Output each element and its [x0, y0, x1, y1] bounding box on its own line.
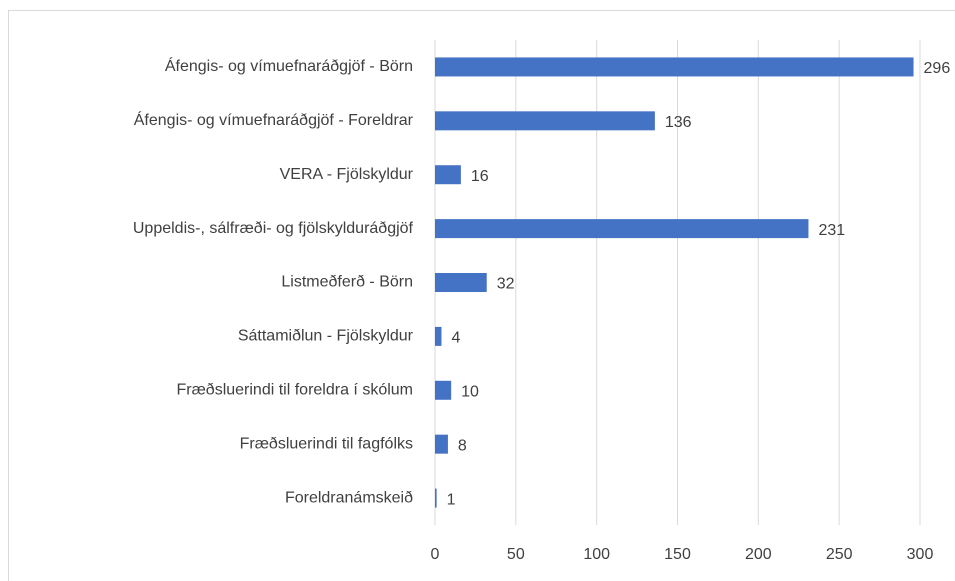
- y-tick-label: Áfengis- og vímuefnaráðgjöf - Foreldrar: [134, 110, 414, 129]
- bar: [435, 273, 487, 292]
- data-label: 32: [497, 276, 515, 293]
- y-tick-label: Foreldranámskeið: [285, 489, 413, 506]
- y-tick-label: Fræðsluerindi til fagfólks: [240, 435, 413, 452]
- data-label: 4: [451, 330, 460, 347]
- data-label: 1: [447, 491, 456, 508]
- x-tick-label: 200: [745, 546, 772, 563]
- data-label: 16: [471, 168, 489, 185]
- bar: [435, 488, 437, 508]
- y-tick-label: Fræðsluerindi til foreldra í skólum: [176, 381, 413, 398]
- x-tick-label: 150: [664, 546, 691, 563]
- y-tick-label: Uppeldis-, sálfræði- og fjölskylduráðgjö…: [133, 220, 414, 237]
- chart-frame: [8, 10, 955, 581]
- x-tick-label: 100: [583, 546, 610, 563]
- x-tick-label: 50: [507, 546, 525, 563]
- bar: [435, 380, 452, 400]
- y-tick-label: VERA - Fjölskyldur: [280, 166, 414, 183]
- bar: [435, 434, 448, 454]
- x-tick-label: 250: [826, 546, 853, 563]
- data-label: 136: [665, 114, 692, 131]
- data-label: 231: [818, 222, 845, 239]
- x-tick-label: 0: [431, 546, 440, 563]
- data-label: 8: [458, 437, 467, 454]
- y-tick-label: Áfengis- og vímuefnaráðgjöf - Börn: [165, 56, 413, 75]
- data-label: 10: [461, 383, 479, 400]
- data-label: 296: [924, 60, 951, 77]
- bar: [435, 111, 655, 131]
- bar: [435, 165, 461, 185]
- x-tick-label: 300: [907, 546, 934, 563]
- y-tick-label: Listmeðferð - Börn: [281, 274, 413, 291]
- bar: [435, 57, 914, 77]
- bar: [435, 219, 809, 239]
- y-tick-label: Sáttamiðlun - Fjölskyldur: [238, 328, 414, 345]
- bar: [435, 326, 442, 346]
